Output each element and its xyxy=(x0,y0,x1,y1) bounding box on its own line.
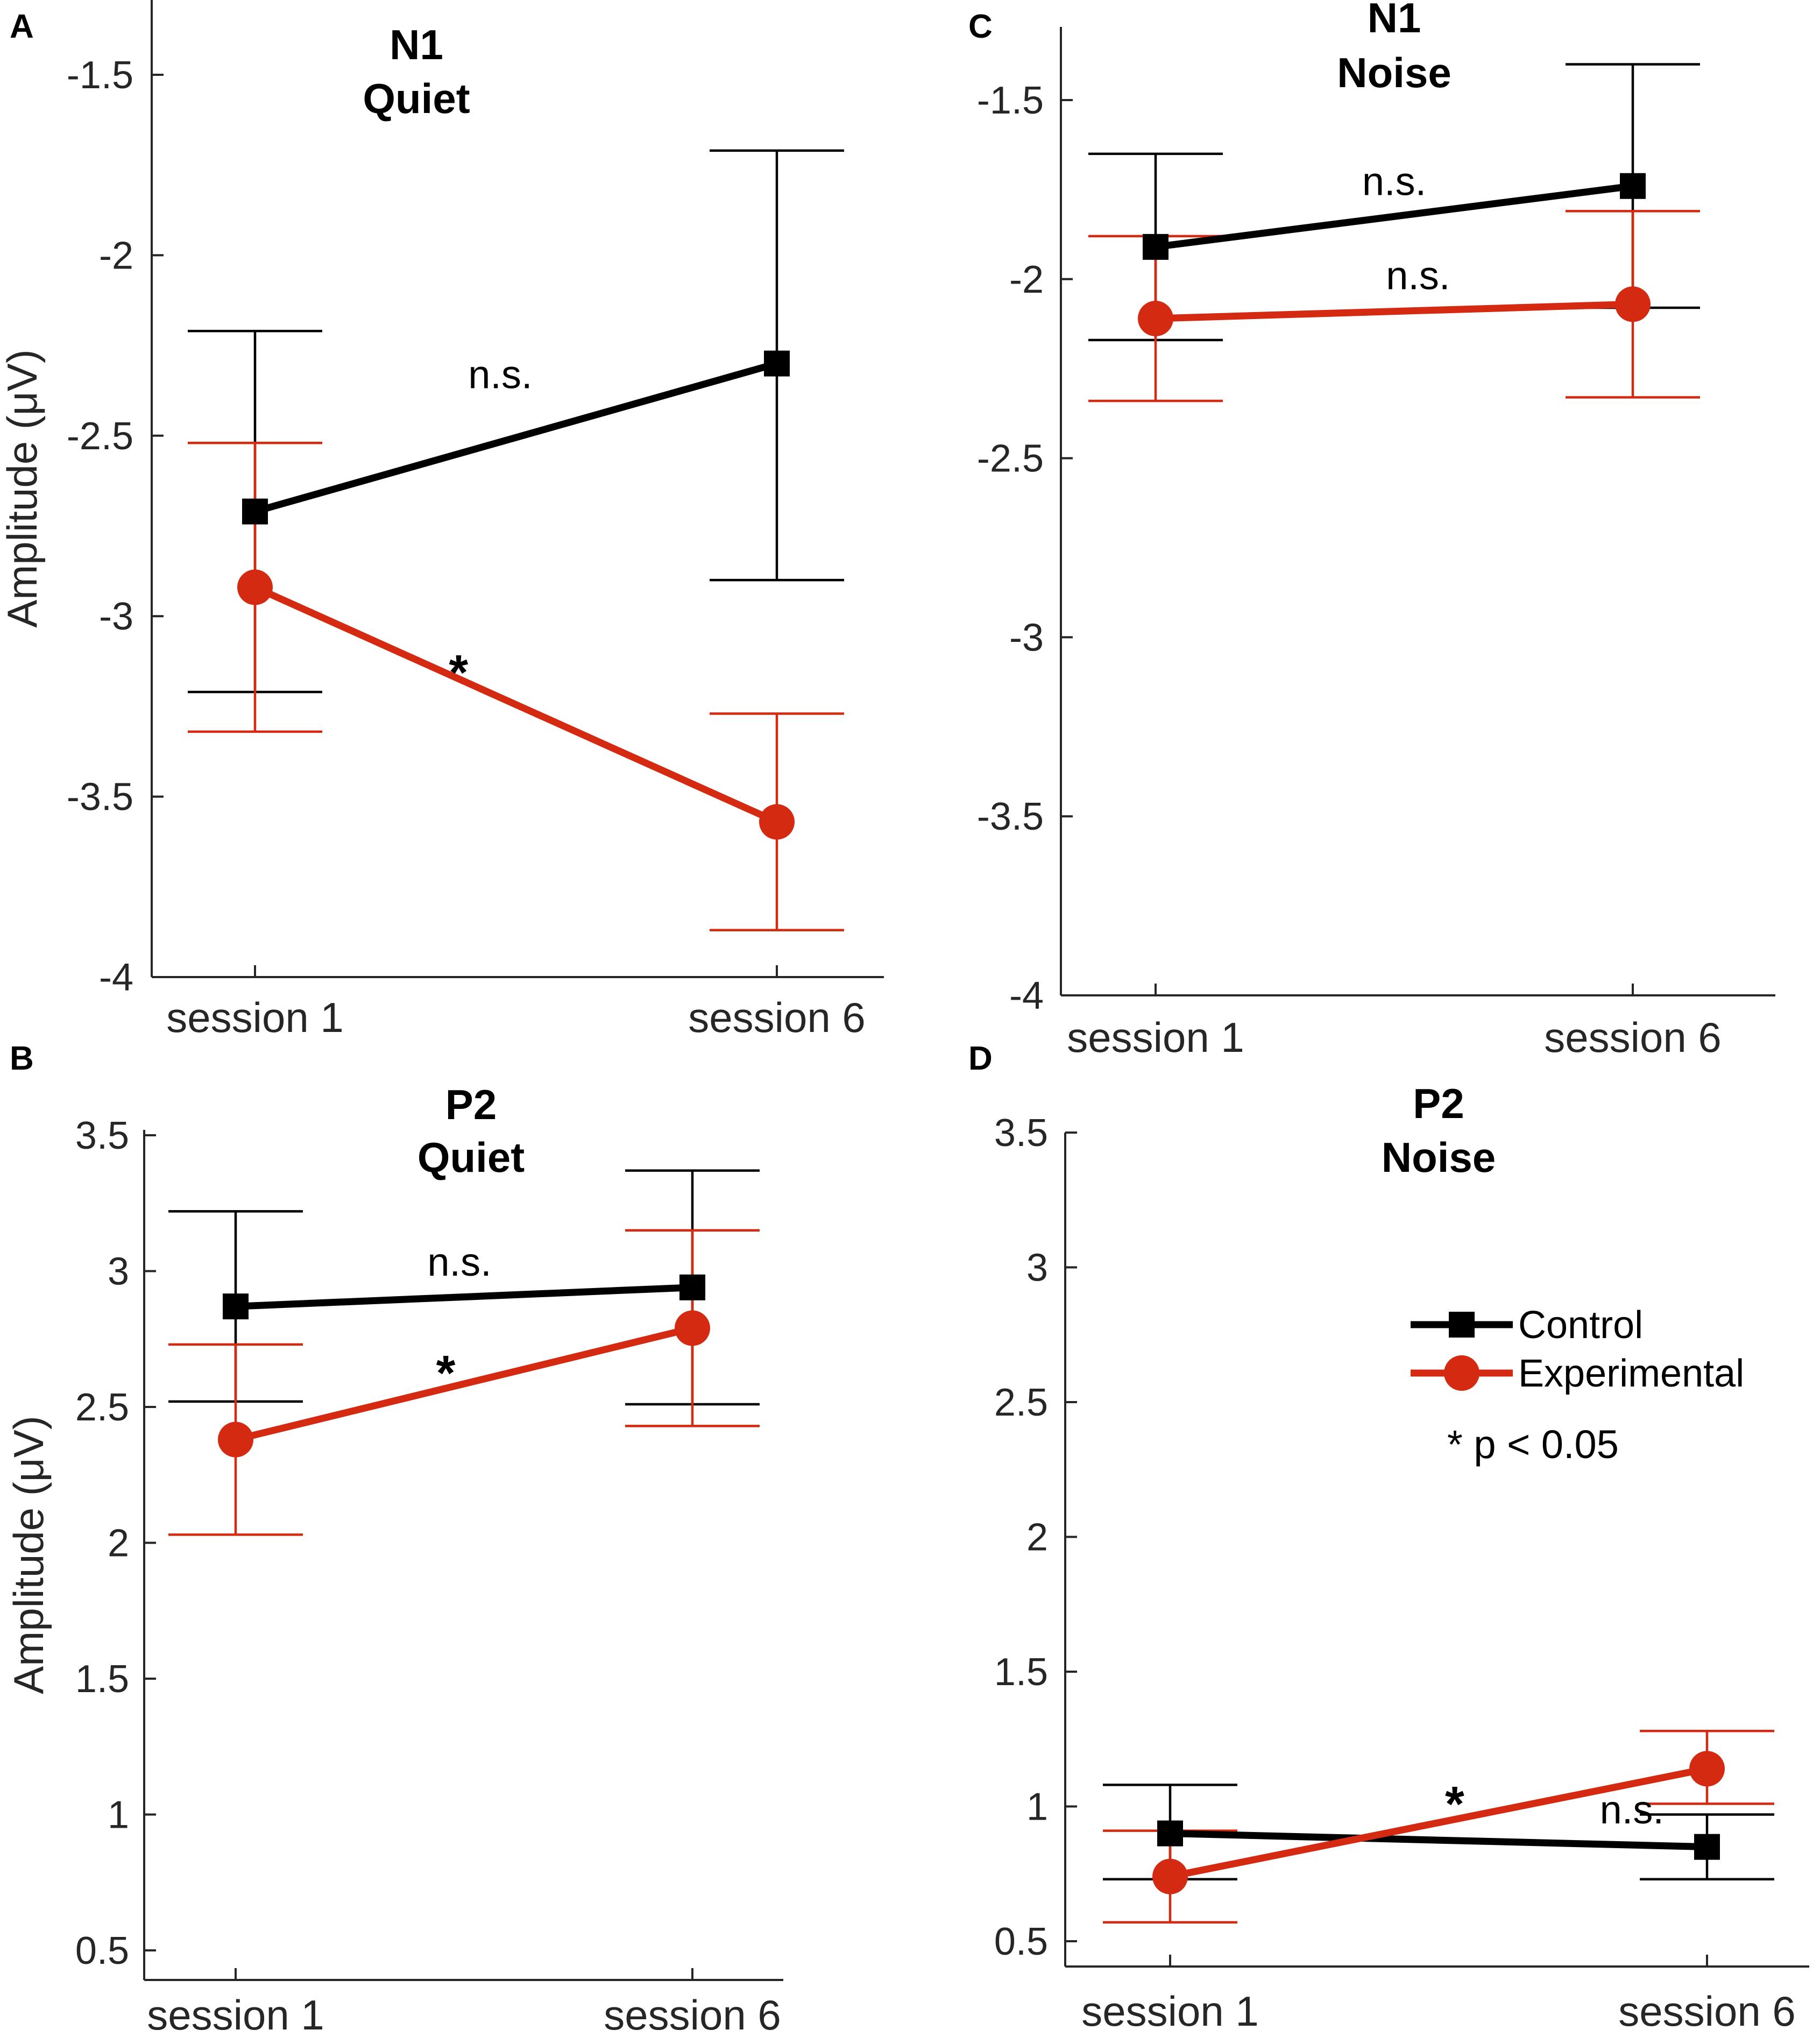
panel-letter: C xyxy=(968,8,993,45)
y-tick-label: 1 xyxy=(1026,1786,1048,1829)
chart-title-line: N1 xyxy=(1368,0,1421,41)
y-tick-label: -2.5 xyxy=(977,437,1044,480)
y-axis-label: Amplitude (μV) xyxy=(5,1416,52,1694)
y-tick-label: 3 xyxy=(108,1250,129,1293)
y-tick-label: -2.5 xyxy=(67,415,133,458)
y-tick-label: -4 xyxy=(99,956,133,999)
y-tick-label: -4 xyxy=(1009,974,1044,1017)
experimental-point xyxy=(1615,286,1651,322)
x-tick-label: session 1 xyxy=(166,994,344,1041)
chart-title-line: Noise xyxy=(1337,49,1451,96)
y-tick-label: 1.5 xyxy=(75,1658,129,1701)
legend-label: Control xyxy=(1518,1304,1643,1347)
y-tick-label: 2 xyxy=(1026,1516,1048,1559)
x-tick-label: session 6 xyxy=(604,1991,781,2037)
ns-label: n.s. xyxy=(427,1240,491,1284)
chart-title-line: N1 xyxy=(390,21,443,68)
x-tick-label: session 1 xyxy=(147,1991,324,2037)
experimental-point xyxy=(1152,1858,1188,1894)
control-series-line xyxy=(254,360,778,515)
experimental-point xyxy=(237,569,273,605)
experimental-point xyxy=(675,1310,710,1346)
y-tick-label: 3.5 xyxy=(994,1112,1048,1155)
y-tick-label: 2.5 xyxy=(75,1386,129,1429)
x-tick-label: session 6 xyxy=(688,994,866,1041)
y-tick-label: 0.5 xyxy=(994,1920,1048,1963)
legend: Control Experimental * p < 0.05 xyxy=(1411,1304,1744,1467)
y-tick-label: 0.5 xyxy=(75,1929,129,1972)
panel-c: -1.5 -2 -2.5 -3 -3.5 -4 session 1 session 6 C N1 N… xyxy=(968,0,1775,1061)
y-tick-label: -3.5 xyxy=(977,795,1044,838)
control-point xyxy=(679,1274,705,1300)
chart-title-line: P2 xyxy=(1413,1080,1464,1127)
panel-letter: D xyxy=(968,1040,993,1077)
legend-label: Experimental xyxy=(1518,1352,1744,1395)
panel-d: 0.5 1 1.5 2 2.5 3 3.5 session 1 session 6 D P2 Nois… xyxy=(968,1040,1809,2035)
chart-title-line: Noise xyxy=(1382,1134,1496,1181)
control-point xyxy=(764,350,790,377)
significance-star: * xyxy=(449,646,468,701)
x-tick-label: session 1 xyxy=(1067,1014,1244,1061)
control-point xyxy=(242,498,268,525)
x-tick-label: session 6 xyxy=(1618,1988,1796,2035)
y-tick-label: 2.5 xyxy=(994,1381,1048,1424)
y-tick-label: -2 xyxy=(1009,258,1044,301)
experimental-series-line xyxy=(1155,300,1633,322)
significance-star: * xyxy=(1445,1777,1464,1832)
control-series-line xyxy=(1155,182,1633,251)
chart-title-line: Quiet xyxy=(417,1134,525,1181)
panel-b: 0.5 1 1.5 2 2.5 3 3.5 session 1 session 6 Amplitu… xyxy=(5,1040,783,2037)
control-point xyxy=(1157,1820,1183,1847)
y-tick-label: -3 xyxy=(99,595,133,638)
experimental-point xyxy=(1138,301,1173,337)
y-tick-label: -3 xyxy=(1009,616,1044,659)
experimental-point xyxy=(759,804,795,840)
y-tick-label: -1.5 xyxy=(977,79,1044,122)
control-point xyxy=(1143,234,1169,260)
control-point xyxy=(1620,173,1646,199)
panel-a: -1.5 -2 -2.5 -3 -3.5 -4 session 1 session 6 Ampl… xyxy=(0,0,884,1041)
experimental-point xyxy=(1689,1751,1725,1787)
y-tick-label: 3.5 xyxy=(75,1114,129,1157)
experimental-series-line xyxy=(253,584,778,825)
panel-letter: B xyxy=(10,1040,34,1077)
y-tick-label: -1.5 xyxy=(67,54,133,97)
x-tick-label: session 6 xyxy=(1544,1014,1722,1061)
y-tick-label: -3.5 xyxy=(67,776,133,819)
legend-marker xyxy=(1444,1355,1479,1391)
control-point xyxy=(1694,1834,1720,1860)
significance-star: * xyxy=(436,1346,456,1401)
x-tick-label: session 1 xyxy=(1081,1988,1259,2035)
ns-label: n.s. xyxy=(468,352,532,397)
control-series-line xyxy=(1170,1830,1708,1851)
y-tick-label: -2 xyxy=(99,234,133,277)
y-tick-label: 1.5 xyxy=(994,1651,1048,1694)
ns-label: n.s. xyxy=(1600,1787,1664,1832)
chart-title-line: P2 xyxy=(445,1081,497,1128)
legend-marker xyxy=(1449,1312,1475,1338)
experimental-series-line xyxy=(1169,1765,1708,1880)
panel-letter: A xyxy=(10,8,34,45)
experimental-point xyxy=(218,1421,253,1458)
y-tick-label: 3 xyxy=(1026,1247,1048,1290)
y-axis-label: Amplitude (μV) xyxy=(0,349,46,627)
y-tick-label: 2 xyxy=(108,1522,129,1565)
y-tick-label: 1 xyxy=(108,1794,129,1837)
experimental-series-line xyxy=(235,1325,693,1443)
ns-label: n.s. xyxy=(1386,253,1450,298)
control-point xyxy=(223,1293,249,1320)
chart-title-line: Quiet xyxy=(363,75,470,122)
control-series-line xyxy=(235,1284,693,1310)
ns-label: n.s. xyxy=(1362,159,1426,203)
significance-note: * p < 0.05 xyxy=(1447,1422,1619,1467)
